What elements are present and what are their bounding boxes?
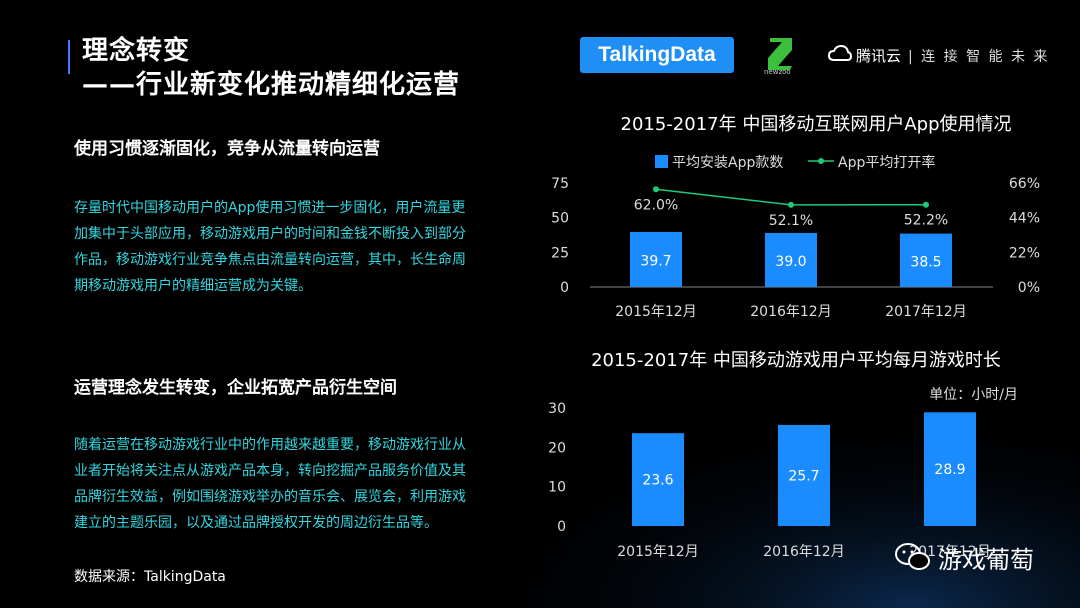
chart1-bar bbox=[630, 231, 682, 287]
section1-line: 期移动游戏用户的精细运营成为关键。 bbox=[74, 278, 312, 294]
chart1-line-label: 52.2% bbox=[904, 213, 948, 229]
watermark-text: 游戏葡萄 bbox=[938, 546, 1034, 574]
chart2-x-tick: 2015年12月 bbox=[617, 544, 698, 560]
chart1-x-tick: 2017年12月 bbox=[885, 304, 966, 320]
chart2-bar-label: 23.6 bbox=[642, 473, 673, 489]
newzoo-logo-icon bbox=[768, 38, 792, 70]
chart2-bar-label: 28.9 bbox=[934, 462, 965, 478]
section2-line: 建立的主题乐园，以及通过品牌授权开发的周边衍生品等。 bbox=[74, 515, 438, 531]
chart1-y2-tick: 44% bbox=[1009, 211, 1040, 227]
chart1-line-point bbox=[653, 186, 659, 193]
chart1-y2-tick: 66% bbox=[1009, 176, 1040, 192]
chart1-legend-line-label: App平均打开率 bbox=[838, 154, 935, 171]
chart1-bar bbox=[900, 233, 952, 287]
chart1-line-point bbox=[788, 201, 794, 208]
chart1-bar-label: 39.0 bbox=[775, 254, 806, 270]
section1-line: 存量时代中国移动用户的App使用习惯进一步固化，用户流量更 bbox=[74, 200, 466, 216]
chart1-x-tick: 2016年12月 bbox=[750, 304, 831, 320]
section2-line: 随着运营在移动游戏行业中的作用越来越重要，移动游戏行业从 bbox=[74, 437, 466, 453]
data-source: 数据来源：TalkingData bbox=[74, 569, 226, 585]
chart1-line-label: 52.1% bbox=[769, 213, 813, 229]
chart2-title: 2015-2017年 中国移动游戏用户平均每月游戏时长 bbox=[591, 350, 1001, 371]
chart1-marks: 0 25 50 75 0% 22% 44% 66% 39.7 39.0 38.5 62.0% 52.1%… bbox=[551, 176, 1040, 320]
chart1-line-point bbox=[923, 201, 929, 208]
title-accent-bar bbox=[68, 40, 70, 74]
chart1-legend-bar-label: 平均安装App款数 bbox=[672, 155, 783, 171]
chart1-legend-bar-swatch bbox=[655, 155, 668, 168]
chart1-y-tick: 50 bbox=[551, 211, 569, 227]
tencent-cloud-name: 腾讯云 bbox=[856, 47, 902, 65]
chart1-y-tick: 0 bbox=[560, 280, 569, 296]
section1-line: 加集中于头部应用，移动游戏用户的时间和金钱不断投入到部分 bbox=[74, 226, 466, 242]
chart1-title: 2015-2017年 中国移动互联网用户App使用情况 bbox=[621, 114, 1012, 135]
chart2-bar bbox=[632, 433, 684, 526]
section1-line: 作品，移动游戏行业竞争焦点由流量转向运营，其中，长生命周 bbox=[74, 252, 466, 268]
chart1-bar-label: 38.5 bbox=[910, 254, 941, 270]
wechat-icon bbox=[895, 543, 930, 570]
chart1-y-tick: 25 bbox=[551, 245, 569, 261]
talkingdata-logo: TalkingData bbox=[580, 37, 734, 73]
chart1-x-tick: 2015年12月 bbox=[615, 304, 696, 320]
section1-body: 存量时代中国移动用户的App使用习惯进一步固化，用户流量更 加集中于头部应用，移… bbox=[74, 195, 504, 299]
chart2-y-tick: 0 bbox=[557, 519, 566, 535]
chart2-y-tick: 10 bbox=[548, 480, 566, 496]
chart1-y-tick: 75 bbox=[551, 176, 569, 192]
chart1-bar-label: 39.7 bbox=[640, 253, 671, 269]
chart2-unit-label: 单位：小时/月 bbox=[929, 387, 1018, 403]
section2-line: 业者开始将关注点从游戏产品本身，转向挖掘产品服务价值及其 bbox=[74, 463, 466, 479]
chart2-marks: 0 10 20 30 23.6 25.7 28.9 2015年12月 2016年12月 2017年… bbox=[548, 401, 991, 560]
section2-line: 品牌衍生效益，例如围绕游戏举办的音乐会、展览会，利用游戏 bbox=[74, 489, 466, 505]
section2-body: 随着运营在移动游戏行业中的作用越来越重要，移动游戏行业从 业者开始将关注点从游戏… bbox=[74, 432, 504, 536]
chart1-y2-tick: 0% bbox=[1018, 280, 1040, 296]
chart1-bar bbox=[765, 232, 817, 287]
chart1-legend-line-marker bbox=[818, 158, 824, 164]
chart1-line-label: 62.0% bbox=[634, 197, 678, 213]
tencent-cloud-slogan: | 连 接 智 能 未 来 bbox=[908, 49, 1050, 65]
chart2-x-tick: 2016年12月 bbox=[763, 544, 844, 560]
chart2-bar bbox=[778, 424, 830, 526]
slide-subtitle: ——行业新变化推动精细化运营 bbox=[82, 70, 461, 100]
newzoo-logo-text: newzoo bbox=[764, 68, 791, 76]
slide-title: 理念转变 bbox=[82, 36, 191, 66]
section1-heading: 使用习惯逐渐固化，竞争从流量转向运营 bbox=[74, 139, 380, 159]
chart2-y-tick: 30 bbox=[548, 401, 566, 417]
chart2-bar-label: 25.7 bbox=[788, 468, 819, 484]
chart2-y-tick: 20 bbox=[548, 440, 566, 456]
chart1-y2-tick: 22% bbox=[1009, 245, 1040, 261]
section2-heading: 运营理念发生转变，企业拓宽产品衍生空间 bbox=[74, 378, 397, 398]
chart2-x-tick: 2017年12月 bbox=[909, 544, 990, 560]
tencent-cloud-icon bbox=[828, 45, 852, 61]
chart2-bar bbox=[924, 412, 976, 526]
